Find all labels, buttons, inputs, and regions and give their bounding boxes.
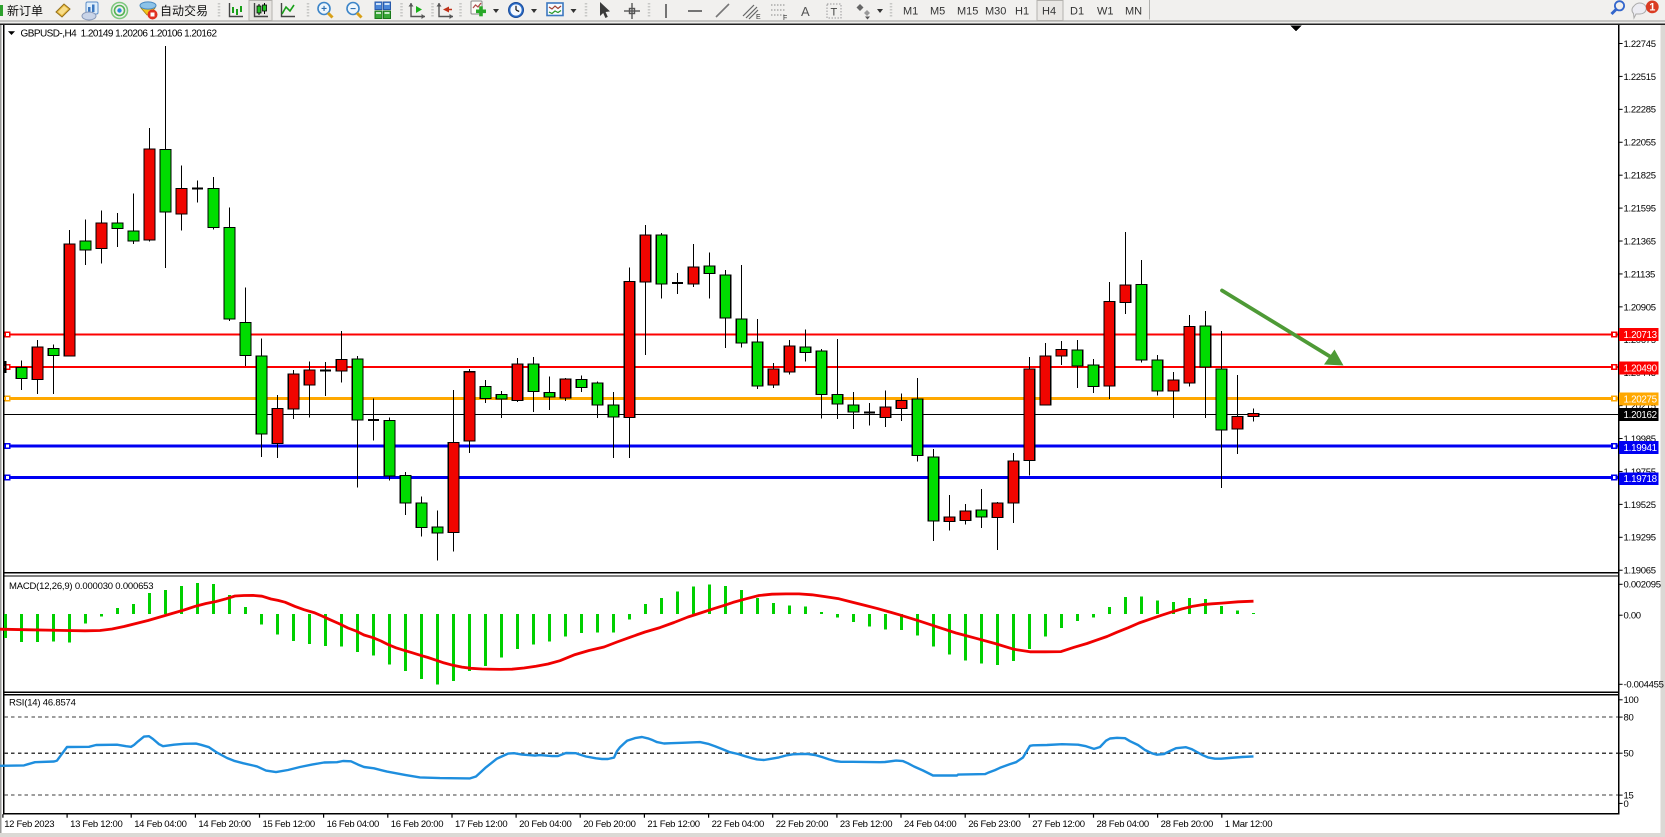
svg-text:M30: M30 (985, 6, 1006, 18)
svg-text:MN: MN (1125, 6, 1142, 18)
svg-text:M1: M1 (903, 6, 918, 18)
svg-text:−: − (350, 4, 356, 15)
svg-text:13 Feb 12:00: 13 Feb 12:00 (70, 819, 122, 830)
svg-text:1 Mar 12:00: 1 Mar 12:00 (1225, 819, 1272, 830)
svg-text:1.19065: 1.19065 (1624, 566, 1656, 577)
svg-text:22 Feb 04:00: 22 Feb 04:00 (712, 819, 764, 830)
svg-text:1.22055: 1.22055 (1624, 138, 1656, 149)
svg-text:12 Feb 2023: 12 Feb 2023 (4, 819, 54, 830)
svg-text:H1: H1 (1015, 6, 1029, 18)
svg-text:1.21135: 1.21135 (1624, 269, 1656, 280)
svg-text:24 Feb 04:00: 24 Feb 04:00 (904, 819, 956, 830)
svg-text:1.21825: 1.21825 (1624, 171, 1656, 182)
svg-text:1.19985: 1.19985 (1624, 434, 1656, 445)
svg-text:-0.004455: -0.004455 (1624, 680, 1664, 691)
svg-text:15 Feb 12:00: 15 Feb 12:00 (263, 819, 315, 830)
svg-text:1.21595: 1.21595 (1624, 204, 1656, 215)
svg-text:14 Feb 04:00: 14 Feb 04:00 (134, 819, 186, 830)
svg-text:0.002095: 0.002095 (1624, 580, 1661, 591)
svg-text:1.22515: 1.22515 (1624, 72, 1656, 83)
svg-text:0.00: 0.00 (1624, 611, 1641, 622)
svg-text:17 Feb 12:00: 17 Feb 12:00 (455, 819, 507, 830)
svg-text:1.20215: 1.20215 (1624, 401, 1656, 412)
svg-text:RSI(14) 46.8574: RSI(14) 46.8574 (9, 698, 76, 709)
svg-text:E: E (756, 14, 761, 21)
svg-text:14 Feb 20:00: 14 Feb 20:00 (198, 819, 250, 830)
svg-text:1.20713: 1.20713 (1624, 330, 1658, 341)
svg-text:+: + (321, 4, 327, 15)
svg-text:1.20275: 1.20275 (1624, 395, 1658, 406)
svg-text:M5: M5 (930, 6, 945, 18)
svg-text:MACD(12,26,9) 0.000030 0.00065: MACD(12,26,9) 0.000030 0.000653 (9, 581, 153, 592)
svg-text:1.22285: 1.22285 (1624, 105, 1656, 116)
svg-text:80: 80 (1624, 713, 1634, 724)
svg-text:50: 50 (1624, 749, 1634, 760)
svg-text:23 Feb 12:00: 23 Feb 12:00 (840, 819, 892, 830)
svg-text:A: A (801, 4, 810, 19)
svg-text:15: 15 (1624, 791, 1634, 802)
svg-text:27 Feb 12:00: 27 Feb 12:00 (1032, 819, 1084, 830)
svg-text:1.20905: 1.20905 (1624, 302, 1656, 313)
svg-text:21 Feb 12:00: 21 Feb 12:00 (647, 819, 699, 830)
svg-text:M15: M15 (957, 6, 978, 18)
svg-text:16 Feb 04:00: 16 Feb 04:00 (327, 819, 379, 830)
svg-text:W1: W1 (1097, 6, 1114, 18)
svg-text:1.19525: 1.19525 (1624, 500, 1656, 511)
svg-text:GBPUSD-,H4 1.20149 1.20206 1.: GBPUSD-,H4 1.20149 1.20206 1.20106 1.201… (21, 28, 218, 39)
svg-text:22 Feb 20:00: 22 Feb 20:00 (776, 819, 828, 830)
svg-text:1.21365: 1.21365 (1624, 236, 1656, 247)
svg-text:20 Feb 04:00: 20 Feb 04:00 (519, 819, 571, 830)
svg-text:1.22745: 1.22745 (1624, 39, 1656, 50)
svg-text:1.19718: 1.19718 (1624, 474, 1658, 485)
svg-text:100: 100 (1624, 695, 1639, 706)
svg-text:1.19295: 1.19295 (1624, 533, 1656, 544)
svg-text:1: 1 (1649, 2, 1655, 14)
svg-text:1.20162: 1.20162 (1624, 410, 1657, 421)
svg-text:28 Feb 04:00: 28 Feb 04:00 (1097, 819, 1149, 830)
svg-text:自动交易: 自动交易 (160, 3, 208, 18)
svg-text:T: T (831, 7, 838, 19)
svg-text:H4: H4 (1042, 6, 1056, 18)
svg-text:0: 0 (1624, 799, 1629, 810)
svg-text:新订单: 新订单 (7, 3, 43, 18)
svg-text:1.20490: 1.20490 (1624, 364, 1658, 375)
svg-text:1.19941: 1.19941 (1624, 443, 1657, 454)
svg-text:20 Feb 20:00: 20 Feb 20:00 (583, 819, 635, 830)
svg-text:D1: D1 (1070, 6, 1084, 18)
svg-text:F: F (783, 15, 787, 22)
svg-text:16 Feb 20:00: 16 Feb 20:00 (391, 819, 443, 830)
svg-text:26 Feb 23:00: 26 Feb 23:00 (968, 819, 1020, 830)
svg-text:28 Feb 20:00: 28 Feb 20:00 (1161, 819, 1213, 830)
